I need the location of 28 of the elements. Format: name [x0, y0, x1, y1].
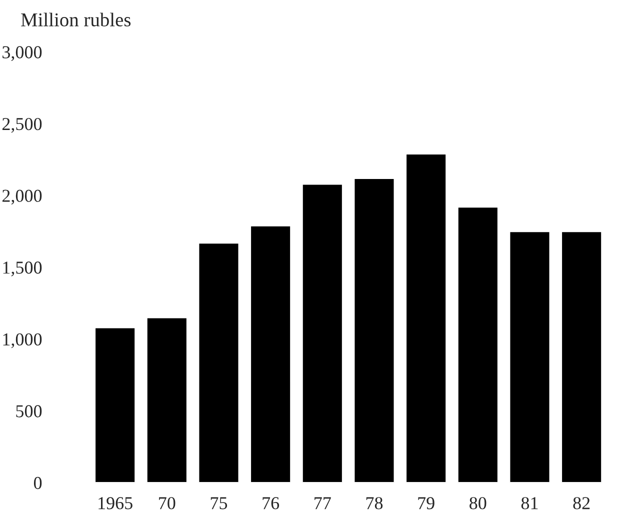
bar: [198, 242, 240, 483]
y-tick-label: 2,000: [2, 190, 42, 205]
x-tick-label: 75: [210, 497, 228, 510]
bar: [94, 326, 136, 483]
bar: [508, 230, 551, 483]
bar: [250, 224, 292, 483]
y-tick-label: 3,000: [2, 46, 42, 61]
x-tick-label: 77: [314, 497, 331, 510]
x-tick-label: 82: [573, 497, 590, 510]
bar: [456, 206, 499, 483]
y-tick-label: 1,000: [3, 333, 42, 348]
y-axis-title: Million rubles: [21, 12, 131, 26]
y-tick-label: 1,500: [3, 262, 42, 276]
bar: [146, 316, 188, 483]
x-tick-label: 70: [159, 497, 176, 510]
bar: [560, 230, 602, 483]
x-tick-label: 76: [262, 497, 280, 510]
y-tick-label: 2,500: [2, 118, 42, 133]
y-tick-label: 0: [34, 476, 42, 490]
x-tick-label: 81: [521, 497, 538, 510]
x-tick-label: 80: [470, 497, 486, 510]
x-tick-label: 79: [418, 497, 434, 510]
bar: [405, 153, 447, 483]
bar: [353, 178, 396, 483]
x-tick-label: 1965: [98, 497, 132, 510]
bar: [301, 183, 344, 483]
y-tick-label: 500: [16, 405, 42, 418]
x-tick-label: 78: [366, 497, 383, 510]
